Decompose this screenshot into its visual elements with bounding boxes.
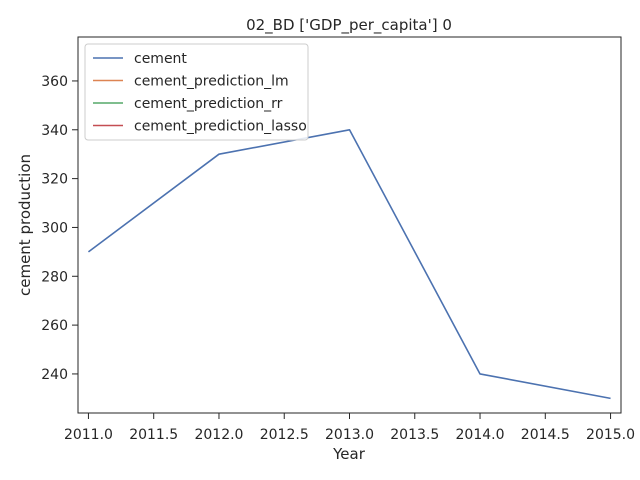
y-tick-label: 260 <box>41 318 68 334</box>
x-tick-label: 2011.0 <box>64 427 113 443</box>
legend-entry-cement-prediction-lasso: cement_prediction_lasso <box>134 119 307 135</box>
legend-frame <box>84 43 309 141</box>
y-axis-label: cement production <box>16 154 34 296</box>
x-tick-label: 2014.0 <box>456 427 505 443</box>
x-tick-label: 2012.0 <box>194 427 243 443</box>
x-tick-label: 2015.0 <box>586 427 635 443</box>
y-tick-label: 300 <box>41 220 68 236</box>
y-tick-label: 240 <box>41 367 68 383</box>
x-tick-label: 2014.5 <box>521 427 570 443</box>
x-tick-label: 2012.5 <box>260 427 309 443</box>
y-tick-label: 320 <box>41 172 68 188</box>
y-tick-label: 360 <box>41 74 68 90</box>
y-axis: 240 260 280 300 320 340 360 <box>41 74 78 383</box>
x-tick-label: 2013.5 <box>390 427 439 443</box>
x-tick-label: 2011.5 <box>129 427 178 443</box>
chart-title: 02_BD ['GDP_per_capita'] 0 <box>246 16 452 35</box>
legend-entry-cement: cement <box>134 51 187 67</box>
legend: cement cement_prediction_lm cement_predict… <box>84 43 309 141</box>
legend-entry-cement-prediction-rr: cement_prediction_rr <box>134 96 283 112</box>
series-line-cement <box>87 128 611 400</box>
legend-entry-cement-prediction-lm: cement_prediction_lm <box>134 74 289 90</box>
series-layer <box>87 128 611 400</box>
x-tick-label: 2013.0 <box>325 427 374 443</box>
y-tick-label: 280 <box>41 269 68 285</box>
x-axis: 2011.0 2011.5 2012.0 2012.5 2013.0 2013.5 2014… <box>64 413 635 443</box>
x-axis-label: Year <box>332 445 366 463</box>
y-tick-label: 340 <box>41 123 68 139</box>
